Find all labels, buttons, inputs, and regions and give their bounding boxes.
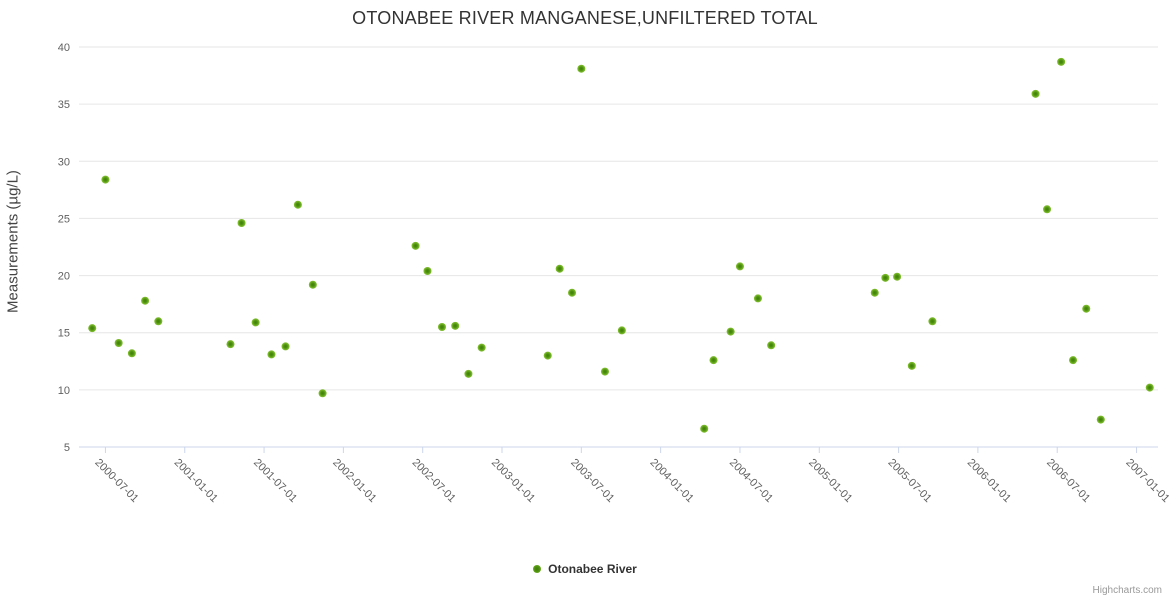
legend-dot-icon: [533, 565, 542, 573]
y-tick-label: 10: [58, 385, 70, 397]
axes: [79, 446, 1158, 453]
data-point[interactable]: [1069, 356, 1078, 365]
x-tick-label: 2004-01-01: [648, 457, 696, 505]
legend-label: Otonabee River: [548, 562, 637, 576]
data-point[interactable]: [154, 317, 163, 326]
data-points: [88, 57, 1154, 433]
chart-title: OTONABEE RIVER MANGANESE,UNFILTERED TOTA…: [352, 8, 818, 28]
data-point[interactable]: [700, 424, 709, 433]
data-point[interactable]: [735, 262, 744, 271]
data-point[interactable]: [318, 389, 327, 398]
data-point[interactable]: [114, 339, 123, 347]
data-point[interactable]: [141, 296, 150, 305]
x-tick-label: 2000-07-01: [92, 457, 140, 505]
data-point[interactable]: [1043, 205, 1052, 214]
x-tick-label: 2005-01-01: [806, 457, 854, 505]
data-point[interactable]: [893, 272, 902, 281]
x-tick-label: 2001-07-01: [251, 457, 299, 505]
y-tick-label: 30: [58, 156, 70, 168]
data-point[interactable]: [577, 64, 586, 73]
data-point[interactable]: [543, 351, 552, 360]
data-point[interactable]: [411, 241, 420, 250]
data-point[interactable]: [451, 321, 460, 330]
data-point[interactable]: [1145, 383, 1154, 392]
data-point[interactable]: [600, 367, 609, 376]
data-point[interactable]: [251, 318, 260, 327]
data-point[interactable]: [753, 294, 762, 303]
data-point[interactable]: [1096, 415, 1105, 424]
data-point[interactable]: [928, 317, 937, 326]
data-point[interactable]: [709, 356, 718, 365]
data-point[interactable]: [726, 327, 735, 336]
data-point[interactable]: [226, 340, 235, 349]
x-tick-label: 2005-07-01: [885, 457, 933, 505]
data-point[interactable]: [423, 267, 432, 275]
data-point[interactable]: [101, 175, 110, 184]
data-point[interactable]: [767, 341, 776, 350]
x-tick-label: 2001-01-01: [172, 457, 220, 505]
x-tick-label: 2003-07-01: [568, 457, 616, 505]
data-point[interactable]: [464, 369, 473, 378]
x-tick-label: 2003-01-01: [489, 457, 537, 505]
data-point[interactable]: [881, 273, 890, 282]
data-point[interactable]: [907, 361, 916, 370]
x-tick-label: 2002-07-01: [410, 457, 458, 505]
x-tick-label: 2004-07-01: [727, 457, 775, 505]
y-tick-label: 35: [58, 99, 70, 111]
data-point[interactable]: [617, 326, 626, 335]
x-tick-label: 2006-07-01: [1044, 457, 1092, 505]
credits-link[interactable]: Highcharts.com: [1092, 585, 1162, 596]
axis-labels: 5 10 15 20 25 30 35 40 2000-07-01 2001-01-01 2001-…: [58, 42, 1170, 505]
data-point[interactable]: [267, 350, 276, 359]
data-point[interactable]: [568, 288, 577, 297]
data-point[interactable]: [88, 324, 97, 333]
data-point[interactable]: [437, 323, 446, 331]
x-tick-label: 2002-01-01: [330, 457, 378, 505]
data-point[interactable]: [281, 342, 290, 351]
data-point[interactable]: [477, 343, 486, 352]
data-point[interactable]: [308, 280, 317, 289]
data-point[interactable]: [293, 200, 302, 209]
data-point[interactable]: [1082, 304, 1091, 313]
y-tick-label: 5: [64, 442, 70, 454]
legend[interactable]: Otonabee River: [0, 562, 1170, 576]
y-tick-label: 15: [58, 328, 70, 340]
y-tick-label: 25: [58, 213, 70, 225]
data-point[interactable]: [1031, 89, 1040, 98]
data-point[interactable]: [127, 349, 136, 358]
x-tick-label: 2006-01-01: [965, 457, 1013, 505]
data-point[interactable]: [555, 264, 564, 273]
x-tick-label: 2007-01-01: [1123, 457, 1170, 505]
y-tick-label: 20: [58, 271, 70, 283]
y-tick-label: 40: [58, 42, 70, 54]
data-point[interactable]: [1057, 57, 1066, 66]
gridlines: [79, 46, 1158, 391]
data-point[interactable]: [237, 219, 246, 227]
data-point[interactable]: [870, 288, 879, 297]
